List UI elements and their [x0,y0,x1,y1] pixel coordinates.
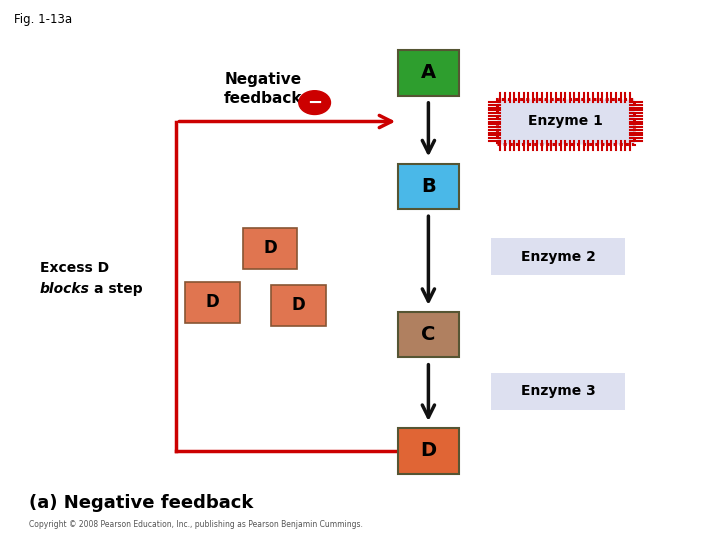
FancyBboxPatch shape [498,103,632,140]
FancyBboxPatch shape [185,282,240,323]
Text: Copyright © 2008 Pearson Education, Inc., publishing as Pearson Benjamin Cumming: Copyright © 2008 Pearson Education, Inc.… [29,521,363,529]
Text: Excess D: Excess D [40,261,109,275]
Circle shape [299,91,330,114]
FancyBboxPatch shape [271,285,326,326]
Text: Fig. 1-13a: Fig. 1-13a [14,14,73,26]
FancyBboxPatch shape [243,228,297,269]
Text: D: D [292,296,306,314]
Text: Enzyme 2: Enzyme 2 [521,249,595,264]
FancyBboxPatch shape [398,50,459,96]
Text: blocks: blocks [40,282,89,296]
FancyBboxPatch shape [398,164,459,209]
Text: Enzyme 1: Enzyme 1 [528,114,603,129]
Text: A: A [420,63,436,83]
Text: D: D [205,293,220,312]
FancyBboxPatch shape [398,312,459,357]
Text: −: − [307,93,323,112]
FancyBboxPatch shape [491,373,624,410]
FancyBboxPatch shape [497,99,634,144]
FancyBboxPatch shape [491,238,624,275]
Text: B: B [421,177,436,196]
Text: D: D [263,239,277,258]
Text: Negative
feedback: Negative feedback [223,72,302,106]
Text: a step: a step [94,282,143,296]
Text: D: D [420,441,436,461]
FancyBboxPatch shape [398,428,459,474]
Text: Enzyme 3: Enzyme 3 [521,384,595,399]
Text: (a) Negative feedback: (a) Negative feedback [29,494,253,512]
Text: C: C [421,325,436,345]
